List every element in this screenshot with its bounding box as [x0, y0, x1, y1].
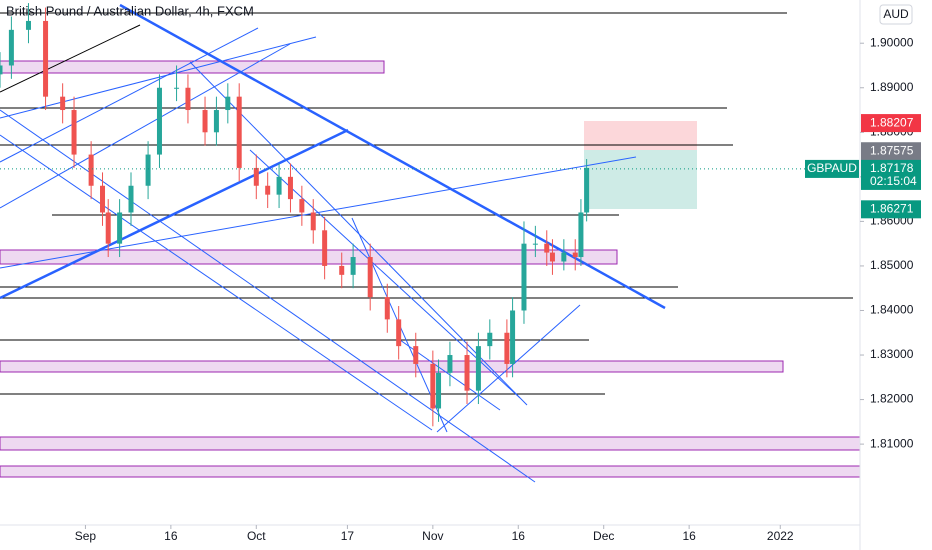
candle-body [236, 96, 242, 168]
candle-body [339, 265, 345, 275]
x-tick-label: 2022 [767, 529, 794, 543]
candle-body [350, 257, 356, 275]
y-tick-label: 1.81000 [870, 436, 914, 450]
trend-line [249, 149, 521, 399]
candle-body [521, 243, 527, 311]
y-tick-label: 1.83000 [870, 347, 914, 361]
x-tick-label: Oct [247, 529, 266, 543]
candle-body [396, 319, 402, 347]
candle-body [287, 176, 293, 200]
stop-zone [584, 121, 697, 150]
candle-body [475, 346, 481, 391]
zone [0, 360, 784, 373]
candle-body [487, 332, 493, 347]
candle-body [413, 346, 419, 364]
candle-body [544, 243, 550, 253]
price-marker-label: 1.86271 [870, 201, 914, 215]
candle-body [145, 154, 151, 186]
trend-line [0, 128, 349, 300]
zone [0, 249, 618, 265]
currency-box[interactable] [879, 4, 913, 25]
candle-body [100, 185, 106, 213]
x-tick-label: Dec [593, 529, 614, 543]
x-tick-label: 17 [341, 529, 355, 543]
y-tick-label: 1.89000 [870, 80, 914, 94]
y-tick-label: 1.82000 [870, 392, 914, 406]
candle-body [549, 252, 555, 262]
candle-body [0, 65, 3, 75]
candle-body [265, 185, 271, 195]
target-zone [584, 150, 697, 209]
candle-body [174, 87, 180, 89]
price-marker-label: 1.87178 [870, 161, 914, 175]
x-tick-label: 16 [512, 529, 526, 543]
candle-body [105, 212, 111, 244]
candle-body [578, 212, 584, 258]
candle-body [447, 355, 453, 373]
candle-body [436, 372, 442, 409]
candle-body [8, 29, 14, 66]
trend-line [0, 134, 433, 431]
price-marker-label: 1.87575 [870, 143, 914, 157]
trend-line [0, 27, 259, 163]
candle-body [128, 185, 134, 213]
x-tick-label: 16 [682, 529, 696, 543]
candle-body [213, 110, 219, 133]
candle-body [225, 96, 231, 111]
candle-body [25, 20, 31, 30]
trend-line [0, 36, 317, 119]
candle-body [276, 176, 282, 195]
candle-body [202, 110, 208, 133]
candle-body [185, 87, 191, 111]
y-tick-label: 1.84000 [870, 303, 914, 317]
zone [0, 60, 385, 74]
candle-body [430, 363, 436, 409]
candle-body [71, 110, 77, 155]
x-tick-label: Nov [422, 529, 443, 543]
candle-body [510, 310, 516, 364]
level-line [0, 24, 141, 93]
candle-body [584, 167, 590, 213]
y-tick-label: 1.90000 [870, 35, 914, 49]
trend-line [0, 43, 291, 209]
candle-body [310, 212, 316, 231]
candle-body [43, 20, 49, 97]
candle-body [572, 252, 578, 258]
currency[interactable]: AUD [883, 7, 909, 21]
price-marker-label: 1.88207 [870, 115, 914, 129]
countdown-label: 02:15:04 [870, 174, 917, 188]
candles [0, 3, 590, 427]
candle-body [60, 96, 66, 111]
candle-body [322, 230, 328, 266]
candle-body [504, 332, 510, 364]
candle-body [253, 167, 259, 186]
chart-title: British Pound / Australian Dollar, 4h, F… [6, 3, 254, 18]
candle-body [532, 243, 538, 245]
zone [0, 465, 861, 478]
zone [0, 436, 861, 451]
candle-body [299, 199, 305, 213]
x-tick-label: 16 [164, 529, 178, 543]
price-marker-box [861, 142, 921, 161]
trend-line [119, 3, 666, 310]
candle-body [367, 257, 373, 298]
candle-body [561, 252, 567, 262]
y-tick-label: 1.85000 [870, 258, 914, 272]
candle-body [156, 87, 162, 155]
candle-body [384, 297, 390, 320]
symbol-label: GBPAUD [807, 161, 857, 175]
drawings [0, 3, 861, 483]
trend-line [436, 304, 581, 433]
price-marker-box [861, 200, 921, 219]
price-marker-box [861, 159, 921, 190]
x-tick-label: Sep [75, 529, 97, 543]
candle-body [464, 355, 470, 391]
price-marker-box [861, 114, 921, 133]
symbol-box [805, 159, 859, 178]
candle-body [88, 154, 94, 186]
candle-body [117, 212, 123, 244]
